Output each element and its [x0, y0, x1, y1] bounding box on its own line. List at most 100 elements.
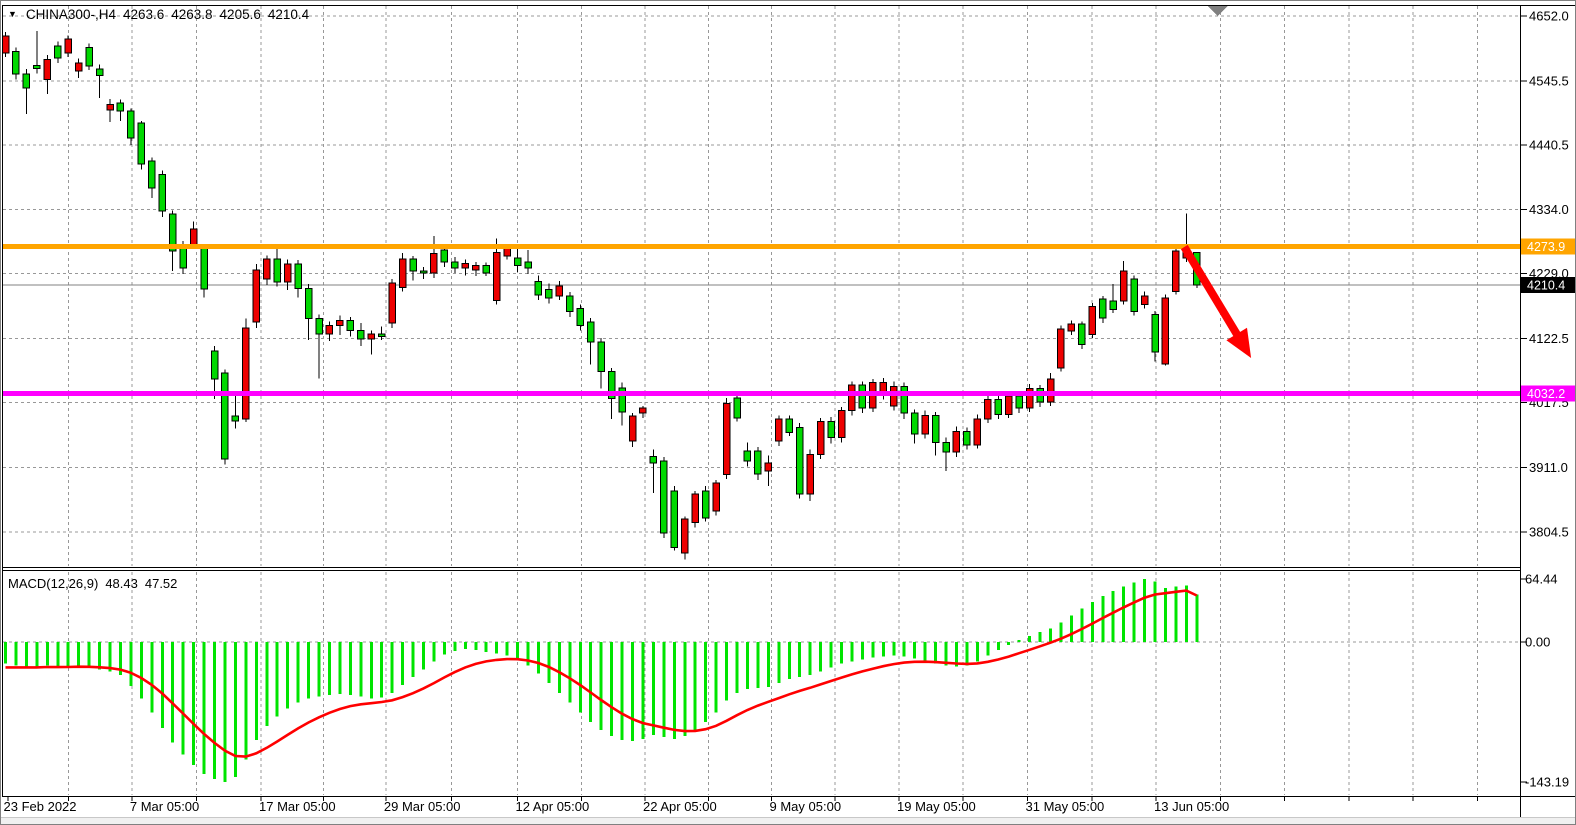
candle-body — [775, 418, 783, 442]
grid-layer — [3, 6, 1520, 795]
candle-body — [785, 418, 793, 434]
candle-body — [242, 327, 250, 420]
candle-body — [472, 265, 480, 271]
time-axis[interactable]: 23 Feb 2022 7 Mar 05:00 17 Mar 05:00 29 Mar… — [4, 799, 1230, 814]
macd-signal-value: 47.52 — [144, 576, 178, 591]
candle-body — [398, 258, 407, 289]
time-axis-label: 13 Jun 05:00 — [1154, 799, 1229, 814]
candle-body — [1025, 388, 1034, 409]
candle-body — [670, 490, 679, 549]
candle-body — [743, 450, 752, 462]
price-axis-label: 3804.5 — [1529, 525, 1569, 540]
candle-body — [1161, 297, 1170, 365]
title-open-value: 4263.6 — [122, 7, 165, 22]
time-axis-label: 29 Mar 05:00 — [384, 799, 461, 814]
candle-body — [189, 228, 198, 245]
candle-body — [973, 418, 982, 446]
candle-body — [294, 263, 302, 289]
candle-body — [1088, 306, 1097, 336]
macd-label: MACD(12,26,9) — [8, 576, 99, 591]
candle-body — [252, 269, 261, 323]
macd-histogram — [4, 578, 1199, 783]
candle-body — [1057, 328, 1065, 369]
price-tag[interactable]: 4273.9 — [1521, 238, 1576, 255]
time-axis-label: 19 May 05:00 — [897, 799, 976, 814]
candle-body — [22, 73, 31, 89]
candle-body — [764, 462, 773, 472]
candle-body — [388, 282, 396, 324]
candle-body — [921, 415, 929, 435]
chart-title: ▼ CHINA300-,H4 4263.6 4263.8 4205.6 4210… — [8, 7, 309, 22]
candle-body — [168, 213, 177, 252]
price-axis-label: 4440.5 — [1529, 137, 1569, 152]
candle-body — [858, 384, 867, 409]
price-axis-label: 4652.0 — [1529, 9, 1569, 24]
candle-body — [910, 412, 919, 435]
time-axis-label: 12 Apr 05:00 — [516, 799, 590, 814]
candle-body — [963, 430, 971, 446]
candle-body — [336, 320, 344, 326]
time-axis-label: 23 Feb 2022 — [4, 799, 77, 814]
candle-body — [639, 407, 647, 414]
candle-body — [806, 454, 814, 495]
macd-axis-label: -143.19 — [1525, 775, 1569, 790]
candle-body — [534, 281, 543, 296]
candle-body — [984, 399, 992, 420]
candle-body — [900, 385, 908, 414]
candle-body — [994, 399, 1002, 415]
price-axis-label: 4122.5 — [1529, 331, 1569, 346]
candle-body — [127, 110, 135, 139]
candle-body — [649, 455, 658, 464]
candle-body — [566, 295, 574, 312]
candle-body — [231, 415, 240, 422]
candle-body — [607, 371, 616, 399]
candle-body — [691, 493, 699, 524]
candle-body — [461, 262, 470, 269]
price-axis-label: 3911.0 — [1529, 460, 1568, 475]
candle-body — [555, 285, 564, 297]
symbol-timeframe-label: CHINA300-,H4 — [25, 7, 116, 22]
candle-body — [1172, 250, 1180, 292]
time-axis-label: 22 Apr 05:00 — [643, 799, 717, 814]
candle-body — [95, 68, 104, 77]
candle-body — [377, 333, 386, 337]
macd-axis-label: 64.44 — [1525, 572, 1558, 587]
candle-body — [660, 460, 668, 534]
macd-signal-line — [5, 589, 1198, 758]
candle-body — [827, 421, 835, 438]
svg-text:4032.2: 4032.2 — [1527, 387, 1565, 401]
candle-body — [1130, 278, 1138, 312]
candle-body — [545, 288, 553, 299]
candle-body — [890, 385, 898, 407]
current-bar-marker-icon — [1207, 6, 1228, 16]
title-high-value: 4263.8 — [171, 7, 213, 22]
candle-body — [722, 402, 731, 476]
time-axis-label: 9 May 05:00 — [770, 799, 842, 814]
price-axis[interactable]: 4652.04545.54440.54334.04229.04122.54017… — [1521, 9, 1576, 790]
title-close-value: 4210.4 — [267, 7, 310, 22]
candle-body — [325, 324, 334, 335]
price-tag[interactable]: 4032.2 — [1521, 385, 1576, 402]
macd-axis-label: 0.00 — [1525, 635, 1550, 650]
candle-body — [1046, 378, 1055, 403]
candle-body — [148, 160, 156, 189]
candle-body — [586, 321, 595, 343]
candle-body — [54, 45, 62, 59]
window-bottom-strip — [1, 817, 1575, 824]
svg-text:4210.4: 4210.4 — [1527, 279, 1565, 293]
candle-body — [367, 333, 375, 340]
candle-body — [816, 421, 825, 456]
panel-borders — [2, 5, 1575, 819]
symbol-dropdown-icon[interactable]: ▼ — [8, 8, 17, 19]
last-price-tag: 4210.4 — [1521, 277, 1575, 293]
macd-main-value: 48.43 — [105, 576, 138, 591]
candle-body — [681, 518, 689, 554]
candle-body — [430, 253, 438, 274]
candle-body — [1151, 313, 1159, 353]
candle-body — [837, 410, 846, 438]
candle-body — [576, 307, 584, 326]
trend-arrow[interactable] — [1180, 244, 1252, 358]
candle-body — [1119, 270, 1128, 302]
